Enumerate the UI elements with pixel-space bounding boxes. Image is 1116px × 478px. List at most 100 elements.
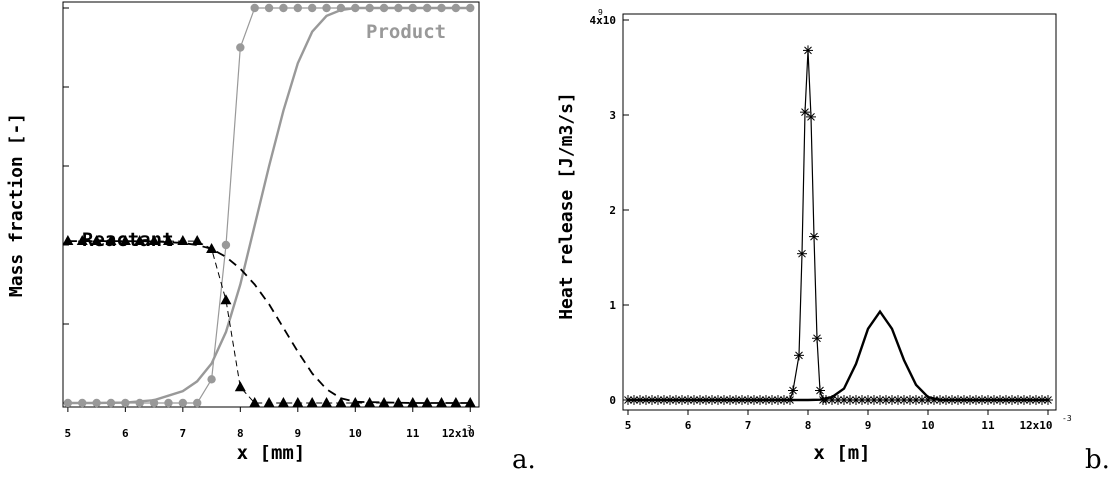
triangle-marker: [234, 381, 246, 392]
star-stroke: [816, 386, 824, 395]
star-stroke: [798, 249, 806, 258]
triangle-marker: [249, 397, 261, 407]
star-marker: [929, 395, 939, 405]
series-line: [67, 6, 471, 405]
star-marker: [809, 231, 819, 242]
star-stroke: [795, 351, 803, 360]
y-tick-label: 3: [609, 109, 616, 122]
triangle-marker: [134, 235, 146, 246]
y-ticks-a: [63, 7, 69, 404]
star-stroke: [789, 386, 797, 395]
x-exponent-b: -3: [1062, 414, 1072, 423]
triangle-marker: [349, 397, 361, 407]
star-stroke: [852, 396, 860, 404]
series-line: [67, 240, 471, 404]
triangle-marker: [407, 397, 419, 407]
x-tick-label: 8: [237, 427, 244, 440]
triangle-marker: [76, 235, 88, 246]
star-stroke: [876, 396, 884, 404]
x-tick-label: 11: [981, 419, 995, 432]
x-tick-label: 11: [406, 427, 420, 440]
circle-marker: [293, 3, 303, 13]
star-marker: [815, 385, 825, 396]
y-exponent-b: 9: [598, 8, 603, 17]
star-marker: [803, 45, 813, 56]
x-ticks-b: 5 6 7 8 9 10 11 12x10: [625, 410, 1053, 432]
series-line: [628, 50, 1048, 401]
circle-marker: [207, 375, 216, 384]
circle-marker: [250, 3, 259, 13]
star-marker: [797, 248, 807, 259]
series-line: [67, 240, 471, 404]
triangle-marker: [335, 397, 347, 407]
triangle-marker: [105, 235, 117, 246]
triangle-marker: [191, 235, 203, 246]
triangle-marker: [436, 397, 448, 407]
circle-marker: [63, 398, 73, 408]
y-tick-label: 2: [609, 204, 616, 217]
star-stroke: [840, 396, 848, 404]
circle-marker: [178, 398, 188, 408]
series-layer-a: [62, 3, 476, 408]
circle-marker: [193, 398, 202, 408]
annotation-reactant: Reactant: [82, 229, 174, 251]
triangle-marker: [148, 235, 160, 246]
triangle-marker: [277, 397, 289, 407]
star-marker: [833, 395, 843, 405]
x-tick-label: 5: [625, 419, 632, 432]
star-stroke: [828, 396, 836, 404]
star-stroke: [882, 396, 890, 404]
triangle-marker: [62, 235, 74, 246]
circle-marker: [307, 3, 317, 13]
annotation-product: Product: [366, 21, 446, 43]
star-marker: [839, 395, 849, 405]
triangle-marker: [450, 397, 462, 407]
star-stroke: [888, 396, 896, 404]
panel-b: 0 1 2 3 4x10 5 6 7 8 9 10 11 12x10 -3 9 x [m] Heat …: [556, 8, 1110, 475]
x-tick-label: 9: [865, 419, 872, 432]
plot-frame-b: [622, 13, 1057, 411]
y-tick-label: 0: [609, 394, 616, 407]
x-tick-label: 12x10: [442, 427, 475, 440]
x-tick-label: 6: [122, 427, 129, 440]
star-stroke: [900, 396, 908, 404]
circle-marker: [221, 240, 231, 250]
x-tick-label: 10: [349, 427, 362, 440]
star-marker: [800, 107, 810, 118]
y-axis-label-a: Mass fraction [-]: [6, 113, 27, 297]
triangle-marker: [464, 397, 476, 407]
triangle-marker: [177, 235, 189, 246]
star-marker: [911, 395, 921, 405]
panel-a: 5 6 7 8 9 10 11 12x10 -3 Product Reactant x [mm…: [6, 1, 536, 475]
triangle-marker: [306, 397, 318, 407]
series-line: [67, 7, 471, 404]
triangle-marker: [91, 235, 103, 246]
star-stroke: [918, 396, 926, 404]
triangle-marker: [220, 294, 232, 305]
star-stroke: [810, 232, 818, 241]
star-marker: [788, 385, 798, 396]
series-layer-b: [623, 45, 1053, 405]
star-stroke: [870, 396, 878, 404]
star-stroke: [807, 113, 815, 121]
star-stroke: [912, 396, 920, 404]
x-tick-label: 5: [65, 427, 72, 440]
circle-marker: [322, 3, 331, 13]
series-line: [628, 309, 1048, 402]
x-ticks-a: 5 6 7 8 9 10 11 12x10: [65, 407, 475, 440]
x-tick-label: 9: [294, 427, 301, 440]
y-axis-label-b: Heat release [J/m3/s]: [556, 92, 577, 320]
x-axis-label-a: x [mm]: [237, 442, 306, 464]
star-stroke: [804, 46, 812, 55]
y-tick-label: 1: [609, 299, 616, 312]
triangle-marker: [162, 235, 174, 246]
star-stroke: [858, 396, 866, 404]
triangle-marker: [421, 397, 433, 407]
triangle-marker: [321, 397, 333, 407]
triangle-marker: [392, 397, 404, 407]
x-tick-label: 12x10: [1019, 419, 1052, 432]
x-tick-label: 7: [180, 427, 187, 440]
star-marker: [812, 333, 822, 344]
y-ticks-b: 0 1 2 3 4x10: [590, 14, 629, 407]
x-tick-label: 7: [745, 419, 752, 432]
